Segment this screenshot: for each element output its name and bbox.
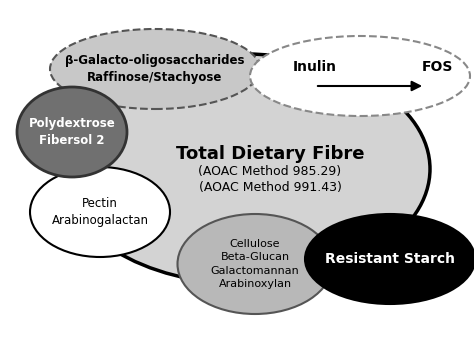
Text: Total Dietary Fibre: Total Dietary Fibre (176, 145, 364, 163)
Text: Resistant Starch: Resistant Starch (325, 252, 455, 266)
Text: Pectin
Arabinogalactan: Pectin Arabinogalactan (52, 197, 148, 227)
Text: FOS: FOS (421, 60, 453, 74)
Text: (AOAC Method 985.29): (AOAC Method 985.29) (199, 166, 342, 178)
Text: (AOAC Method 991.43): (AOAC Method 991.43) (199, 182, 341, 194)
Ellipse shape (17, 87, 127, 177)
Ellipse shape (177, 214, 332, 314)
Text: Cellulose
Beta-Glucan
Galactomannan
Arabinoxylan: Cellulose Beta-Glucan Galactomannan Arab… (210, 239, 300, 289)
Ellipse shape (50, 29, 260, 109)
Ellipse shape (30, 167, 170, 257)
Text: Inulin: Inulin (293, 60, 337, 74)
Ellipse shape (305, 214, 474, 304)
Text: Polydextrose
Fibersol 2: Polydextrose Fibersol 2 (28, 117, 115, 147)
Ellipse shape (250, 36, 470, 116)
Text: β-Galacto-oligosaccharides
Raffinose/Stachyose: β-Galacto-oligosaccharides Raffinose/Sta… (65, 54, 245, 84)
Ellipse shape (60, 54, 430, 284)
